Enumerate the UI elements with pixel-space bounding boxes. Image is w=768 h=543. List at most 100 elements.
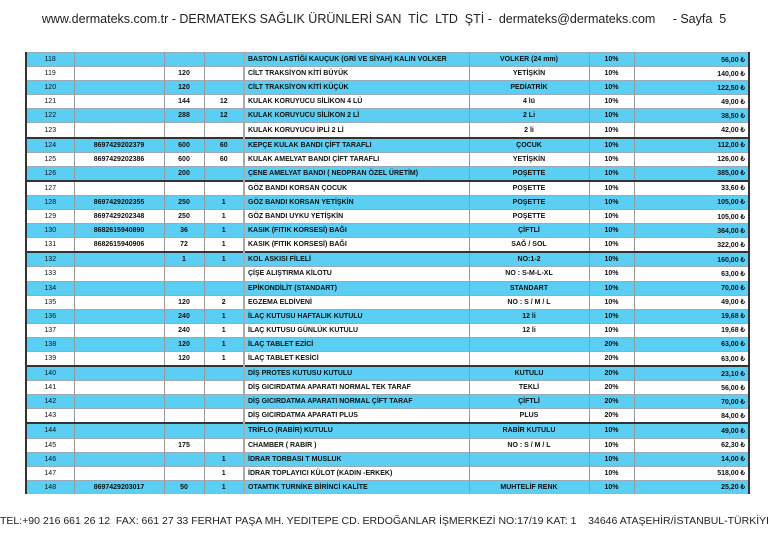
tax-rate-cell: 10%	[588, 179, 634, 196]
table-row: 119 120 CİLT TRAKSİYON KİTİ BÜYÜK YETİŞKİN 1…	[25, 66, 749, 81]
barcode-cell	[73, 179, 164, 196]
product-name-cell: EPİKONDİLİT (STANDART)	[243, 280, 469, 296]
tax-rate-cell: 10%	[588, 151, 634, 167]
price-cell: 140,00 ₺	[633, 66, 749, 81]
tax-rate-cell: 20%	[588, 394, 634, 409]
product-name-cell: KASIK (FITIK KORSESİ) BAĞI	[243, 237, 469, 253]
variant-cell: KUTULU	[468, 365, 589, 381]
barcode-cell	[73, 380, 164, 395]
tax-rate-cell: 10%	[588, 251, 634, 267]
product-name-cell: GÖZ BANDI UYKU YETİŞKİN	[243, 209, 469, 224]
variant-cell: POŞETTE	[468, 209, 589, 224]
pack-quantity-cell	[203, 280, 244, 296]
row-number-cell: 124	[25, 136, 74, 153]
row-number-cell: 136	[25, 308, 74, 324]
tax-rate-cell: 10%	[588, 122, 634, 138]
box-quantity-cell	[163, 394, 204, 409]
variant-cell: 2 li	[468, 122, 589, 138]
pack-quantity-cell	[203, 394, 244, 409]
table-row: 125 8697429202386 600 60 KULAK AMELYAT BANDI…	[25, 151, 749, 167]
row-number-cell: 127	[25, 179, 74, 196]
row-number-cell: 119	[25, 66, 74, 81]
pack-quantity-cell: 1	[203, 451, 244, 467]
pack-quantity-cell: 1	[203, 322, 244, 338]
table-row: 126 200 ÇENE AMELYAT BANDI ( NEOPRAN ÖZEL …	[25, 165, 749, 181]
table-row: 140 DİŞ PROTES KUTUSU KUTULU KUTULU 20% 23,1…	[25, 365, 749, 381]
tax-rate-cell: 10%	[588, 194, 634, 210]
pack-quantity-cell: 1	[203, 251, 244, 267]
price-cell: 63,00 ₺	[633, 350, 749, 367]
table-row: 129 8697429202348 250 1 GÖZ BANDI UYKU YETİŞ…	[25, 209, 749, 224]
product-name-cell: İDRAR TOPLAYICI KÜLOT (KADIN -ERKEK)	[243, 465, 469, 481]
box-quantity-cell: 120	[163, 66, 204, 81]
product-name-cell: CİLT TRAKSİYON KİTİ KÜÇÜK	[243, 80, 469, 95]
variant-cell: YETİŞKİN	[468, 151, 589, 167]
product-name-cell: İLAÇ KUTUSU HAFTALIK KUTULU	[243, 308, 469, 324]
row-number-cell: 146	[25, 451, 74, 467]
row-number-cell: 132	[25, 251, 74, 267]
pack-quantity-cell: 12	[203, 108, 244, 123]
variant-cell: NO : S / M / L	[468, 437, 589, 453]
pack-quantity-cell	[203, 266, 244, 281]
tax-rate-cell: 10%	[588, 422, 634, 439]
price-cell: 49,00 ₺	[633, 294, 749, 310]
table-row: 128 8697429202355 250 1 GÖZ BANDI KORSAN YET…	[25, 194, 749, 210]
barcode-cell: 8697429202379	[73, 136, 164, 153]
variant-cell: 4 lü	[468, 94, 589, 109]
box-quantity-cell	[163, 451, 204, 467]
product-name-cell: CİLT TRAKSİYON KİTİ BÜYÜK	[243, 66, 469, 81]
price-cell: 385,00 ₺	[633, 165, 749, 181]
pack-quantity-cell: 1	[203, 479, 244, 494]
row-number-cell: 137	[25, 322, 74, 338]
barcode-cell	[73, 408, 164, 424]
box-quantity-cell: 288	[163, 108, 204, 123]
price-cell: 364,00 ₺	[633, 223, 749, 238]
row-number-cell: 142	[25, 394, 74, 409]
pack-quantity-cell	[203, 179, 244, 196]
barcode-cell	[73, 165, 164, 181]
pack-quantity-cell: 60	[203, 136, 244, 153]
product-name-cell: KULAK AMELYAT BANDI ÇİFT TARAFLI	[243, 151, 469, 167]
barcode-cell: 8697429203017	[73, 479, 164, 494]
box-quantity-cell	[163, 280, 204, 296]
price-cell: 23,10 ₺	[633, 365, 749, 381]
page-footer: TEL:+90 216 661 26 12 FAX: 661 27 33 FER…	[0, 515, 768, 527]
price-cell: 19,68 ₺	[633, 322, 749, 338]
row-number-cell: 133	[25, 266, 74, 281]
price-cell: 62,30 ₺	[633, 437, 749, 453]
product-name-cell: İLAÇ KUTUSU GÜNLÜK KUTULU	[243, 322, 469, 338]
tax-rate-cell: 10%	[588, 465, 634, 481]
barcode-cell	[73, 308, 164, 324]
row-number-cell: 120	[25, 80, 74, 95]
box-quantity-cell	[163, 179, 204, 196]
price-cell: 56,00 ₺	[633, 51, 749, 67]
box-quantity-cell	[163, 51, 204, 67]
table-row: 120 120 CİLT TRAKSİYON KİTİ KÜÇÜK PEDİATRİK…	[25, 80, 749, 95]
product-name-cell: İLAÇ TABLET KESİCİ	[243, 350, 469, 367]
variant-cell: ÇİFTLİ	[468, 223, 589, 238]
tax-rate-cell: 10%	[588, 51, 634, 67]
variant-cell: 12 li	[468, 322, 589, 338]
variant-cell: POŞETTE	[468, 194, 589, 210]
tax-rate-cell: 10%	[588, 322, 634, 338]
variant-cell: 12 li	[468, 308, 589, 324]
pack-quantity-cell: 1	[203, 336, 244, 352]
barcode-cell: 8697429202355	[73, 194, 164, 210]
tax-rate-cell: 20%	[588, 380, 634, 395]
row-number-cell: 128	[25, 194, 74, 210]
row-number-cell: 144	[25, 422, 74, 439]
product-name-cell: KULAK KORUYUCU SİLİKON 4 LÜ	[243, 94, 469, 109]
table-row: 148 8697429203017 50 1 OTAMTIK TURNİKE BİRİN…	[25, 479, 749, 494]
tax-rate-cell: 10%	[588, 80, 634, 95]
variant-cell: ÇİFTLİ	[468, 394, 589, 409]
table-row: 142 DİŞ GICIRDATMA APARATI NORMAL ÇİFT TA…	[25, 394, 749, 409]
row-number-cell: 125	[25, 151, 74, 167]
variant-cell: STANDART	[468, 280, 589, 296]
tax-rate-cell: 10%	[588, 209, 634, 224]
pack-quantity-cell	[203, 380, 244, 395]
product-name-cell: EGZEMA ELDİVENİ	[243, 294, 469, 310]
table-row: 130 8682615940890 36 1 KASIK (FITIK KORSESİ)…	[25, 223, 749, 238]
price-cell: 105,00 ₺	[633, 194, 749, 210]
product-name-cell: KASIK (FITIK KORSESİ) BAĞI	[243, 223, 469, 238]
pack-quantity-cell	[203, 408, 244, 424]
